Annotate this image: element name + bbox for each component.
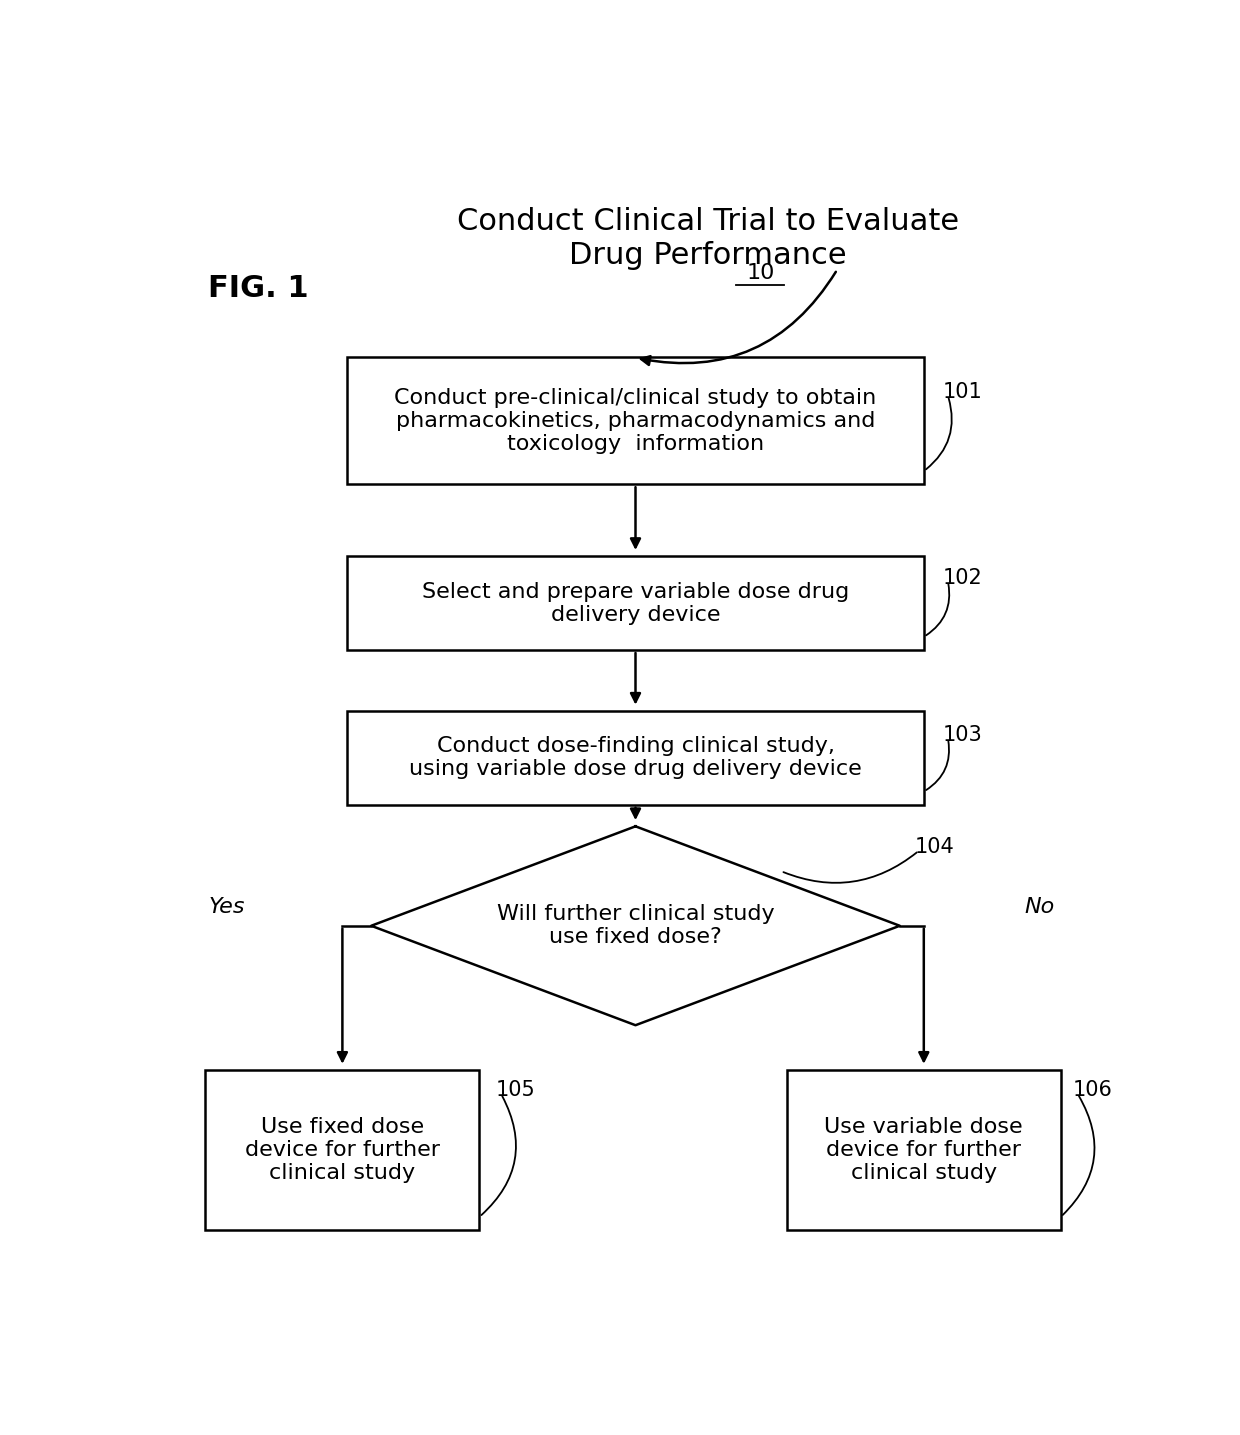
Text: Conduct pre-clinical/clinical study to obtain
pharmacokinetics, pharmacodynamics: Conduct pre-clinical/clinical study to o… [394,387,877,453]
Text: No: No [1024,897,1054,917]
Text: 105: 105 [496,1081,536,1101]
Text: 101: 101 [942,382,983,402]
Text: 103: 103 [942,725,983,745]
Polygon shape [371,827,900,1025]
Text: 106: 106 [1073,1081,1112,1101]
Text: 10: 10 [746,263,775,283]
Text: Use variable dose
device for further
clinical study: Use variable dose device for further cli… [825,1116,1023,1184]
Text: Conduct Clinical Trial to Evaluate: Conduct Clinical Trial to Evaluate [456,208,959,237]
FancyBboxPatch shape [206,1071,480,1230]
Text: Conduct dose-finding clinical study,
using variable dose drug delivery device: Conduct dose-finding clinical study, usi… [409,736,862,779]
FancyBboxPatch shape [347,710,924,805]
Text: 104: 104 [914,838,954,857]
Text: FIG. 1: FIG. 1 [208,274,309,303]
FancyBboxPatch shape [347,557,924,650]
FancyBboxPatch shape [347,357,924,485]
FancyBboxPatch shape [787,1071,1060,1230]
Text: 102: 102 [942,568,983,588]
Text: Use fixed dose
device for further
clinical study: Use fixed dose device for further clinic… [244,1116,440,1184]
Text: Select and prepare variable dose drug
delivery device: Select and prepare variable dose drug de… [422,581,849,624]
Text: Yes: Yes [208,897,246,917]
Text: Drug Performance: Drug Performance [569,241,847,270]
Text: Will further clinical study
use fixed dose?: Will further clinical study use fixed do… [497,904,774,947]
